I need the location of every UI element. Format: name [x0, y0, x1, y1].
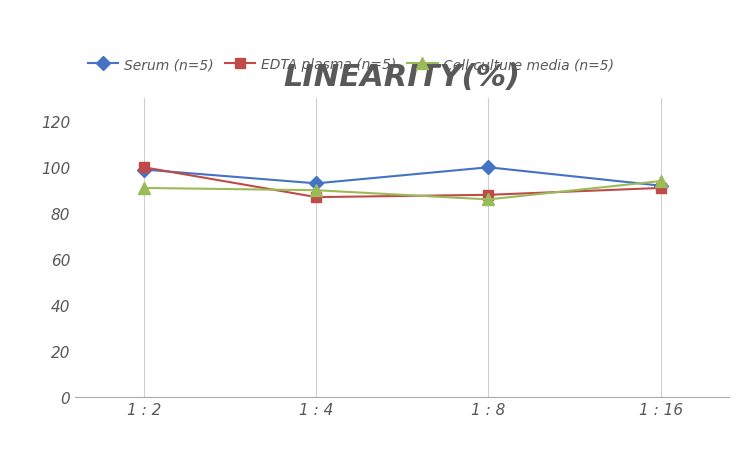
Cell culture media (n=5): [656, 179, 665, 184]
Title: LINEARITY(%): LINEARITY(%): [284, 62, 521, 92]
EDTA plasma (n=5): [140, 165, 149, 170]
Cell culture media (n=5): [484, 197, 493, 202]
Serum (n=5): [140, 167, 149, 173]
Serum (n=5): [312, 181, 321, 187]
EDTA plasma (n=5): [484, 193, 493, 198]
Cell culture media (n=5): [312, 188, 321, 193]
Serum (n=5): [484, 165, 493, 170]
EDTA plasma (n=5): [312, 195, 321, 200]
Line: Serum (n=5): Serum (n=5): [139, 163, 666, 191]
Serum (n=5): [656, 184, 665, 189]
Cell culture media (n=5): [140, 186, 149, 191]
Legend: Serum (n=5), EDTA plasma (n=5), Cell culture media (n=5): Serum (n=5), EDTA plasma (n=5), Cell cul…: [82, 53, 620, 78]
EDTA plasma (n=5): [656, 186, 665, 191]
Line: EDTA plasma (n=5): EDTA plasma (n=5): [139, 163, 666, 202]
Line: Cell culture media (n=5): Cell culture media (n=5): [138, 176, 666, 206]
